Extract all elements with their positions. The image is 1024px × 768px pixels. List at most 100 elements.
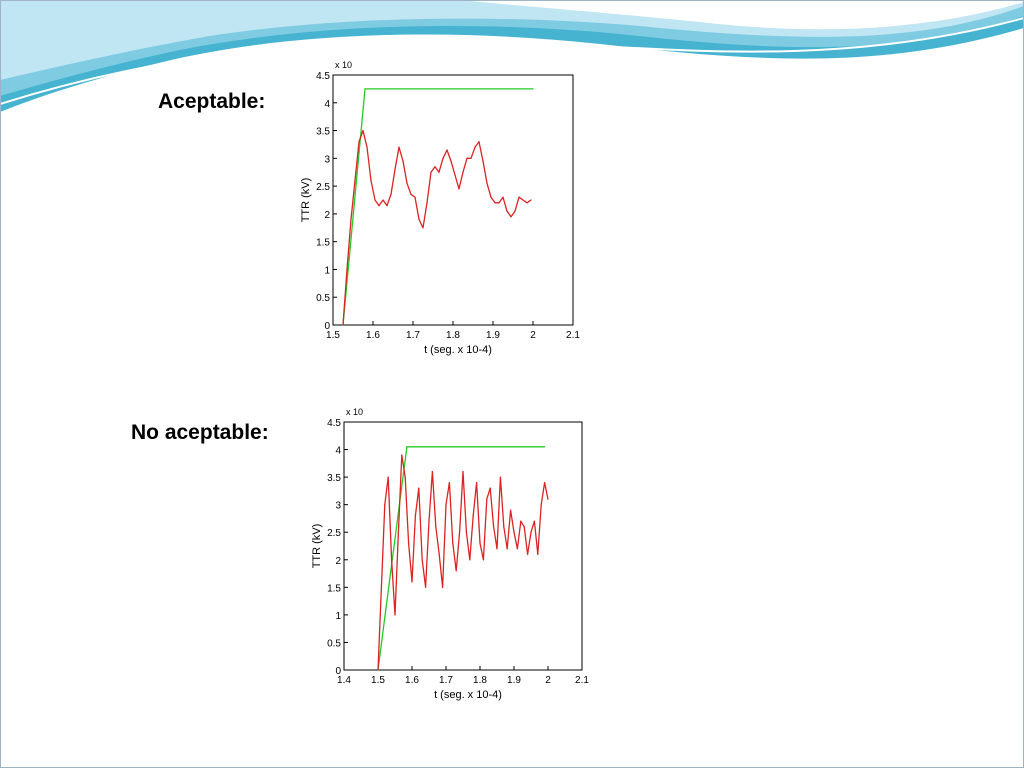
trv-point xyxy=(406,182,408,184)
y-tick-label: 4.5 xyxy=(316,71,330,82)
trv-point xyxy=(378,205,380,207)
trv-point xyxy=(374,199,376,201)
envelope-point xyxy=(544,446,546,448)
trv-point xyxy=(506,548,508,550)
not-acceptable-label: No aceptable: xyxy=(131,421,269,444)
y-tick-label: 2 xyxy=(324,210,330,221)
y-tick-label: 1.5 xyxy=(316,238,330,249)
trv-point xyxy=(547,498,549,500)
y-tick-label: 2.5 xyxy=(327,528,341,539)
trv-point xyxy=(342,324,344,326)
trv-point xyxy=(455,570,457,572)
y-axis-label: TTR (kV) xyxy=(311,524,323,569)
trv-point xyxy=(530,531,532,533)
trv-point xyxy=(540,504,542,506)
trv-point xyxy=(390,193,392,195)
trv-point xyxy=(506,210,508,212)
y-tick-label: 3.5 xyxy=(316,127,330,138)
y-tick-label: 2.5 xyxy=(316,182,330,193)
trv-point xyxy=(370,180,372,182)
trv-point xyxy=(522,199,524,201)
x-tick-label: 1.5 xyxy=(371,675,385,686)
trv-point xyxy=(410,193,412,195)
x-axis-label: t (seg. x 10-4) xyxy=(434,689,502,701)
trv-point xyxy=(530,199,532,201)
trv-point xyxy=(494,202,496,204)
trv-point xyxy=(479,542,481,544)
trv-point xyxy=(394,614,396,616)
trv-point xyxy=(426,202,428,204)
y-tick-label: 0.5 xyxy=(327,638,341,649)
trv-point xyxy=(513,531,515,533)
x-tick-label: 2 xyxy=(530,330,536,341)
trv-point xyxy=(448,482,450,484)
trv-curve xyxy=(342,129,532,326)
y-tick-label: 0 xyxy=(324,321,330,332)
trv-point xyxy=(482,160,484,162)
x-tick-label: 1.7 xyxy=(439,675,453,686)
trv-point xyxy=(527,553,529,555)
trv-point xyxy=(446,149,448,151)
x-tick-label: 1.6 xyxy=(405,675,419,686)
trv-point xyxy=(465,531,467,533)
trv-point xyxy=(377,669,379,671)
trv-point xyxy=(450,160,452,162)
y-tick-label: 3 xyxy=(324,154,330,165)
trv-point xyxy=(466,157,468,159)
acceptable-trv-chart: 1.5 1.6 1.7 1.8 1.9 2 2.1 0 0.5 1 1.5 2 2.5 3 3.5 4 4.5 x… xyxy=(292,52,602,360)
trv-point xyxy=(382,199,384,201)
plot-frame xyxy=(343,421,583,671)
trv-point xyxy=(387,476,389,478)
trv-point xyxy=(366,146,368,148)
x-tick-label: 1.6 xyxy=(366,330,380,341)
trv-point xyxy=(425,586,427,588)
trv-point xyxy=(476,482,478,484)
trv-point xyxy=(434,166,436,168)
y-tick-label: 1 xyxy=(335,611,341,622)
trv-point xyxy=(354,180,356,182)
y-axis-label: TTR (kV) xyxy=(300,178,312,223)
y-tick-label: 4.5 xyxy=(327,418,341,429)
trv-point xyxy=(537,553,539,555)
trv-point xyxy=(510,509,512,511)
trv-point xyxy=(533,520,535,522)
trv-point xyxy=(486,498,488,500)
x-tick-label: 2.1 xyxy=(575,675,589,686)
y-multiplier-label: x 10 xyxy=(335,60,352,70)
trv-point xyxy=(438,553,440,555)
trv-point xyxy=(397,531,399,533)
trv-point xyxy=(428,520,430,522)
trv-point xyxy=(489,487,491,489)
y-tick-label: 0.5 xyxy=(316,293,330,304)
acceptable-label: Aceptable: xyxy=(158,90,266,113)
trv-point xyxy=(458,188,460,190)
trv-point xyxy=(438,171,440,173)
y-multiplier-label: x 10 xyxy=(346,407,363,417)
trv-point xyxy=(380,586,382,588)
x-tick-label: 1.8 xyxy=(473,675,487,686)
trv-point xyxy=(421,559,423,561)
trv-point xyxy=(402,160,404,162)
trv-point xyxy=(442,157,444,159)
x-tick-label: 1.7 xyxy=(406,330,420,341)
trv-point xyxy=(486,182,488,184)
x-tick-label: 1.9 xyxy=(486,330,500,341)
x-tick-label: 2 xyxy=(545,675,551,686)
trv-point xyxy=(482,559,484,561)
trv-point xyxy=(391,559,393,561)
trv-point xyxy=(418,487,420,489)
trv-point xyxy=(462,171,464,173)
trv-point xyxy=(470,157,472,159)
trv-point xyxy=(431,471,433,473)
trv-point xyxy=(496,548,498,550)
y-tick-label: 3 xyxy=(335,501,341,512)
trv-point xyxy=(510,216,512,218)
trv-point xyxy=(411,581,413,583)
trv-point xyxy=(514,210,516,212)
trv-point xyxy=(516,548,518,550)
envelope-point xyxy=(364,88,366,90)
trv-point xyxy=(358,141,360,143)
trv-point xyxy=(454,174,456,176)
y-tick-label: 1 xyxy=(324,265,330,276)
header-wave-line xyxy=(0,17,1024,105)
